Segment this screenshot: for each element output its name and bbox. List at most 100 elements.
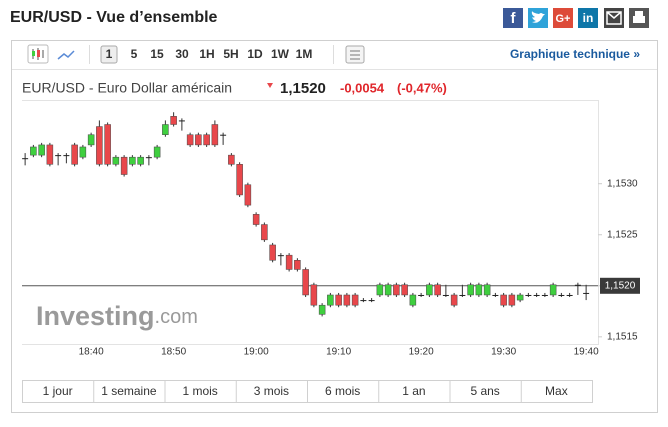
candle-body [583,292,590,294]
period-button[interactable]: Max [545,384,568,398]
candle-body [46,144,54,165]
mail-envelope [606,11,622,25]
y-tick-label: 1,1515 [607,331,638,342]
candle-body [236,164,243,196]
interval-button[interactable]: 1W [271,47,290,61]
candle-body [71,144,78,165]
candle-body [558,294,565,296]
interval-button[interactable]: 1 [106,47,113,61]
x-tick-label: 18:40 [79,347,104,358]
gplus-letter: G+ [556,13,571,25]
y-tick-label: 1,1530 [607,178,638,189]
candle-body [508,294,516,306]
candle-body [343,294,351,306]
gplus-icon[interactable] [553,8,573,28]
candle-body [376,284,384,296]
candle-body [516,294,524,301]
interval-button[interactable]: 1M [296,47,313,61]
interval-selected [100,45,118,64]
linkedin-letter: in [583,11,594,25]
candle-body [252,214,260,225]
facebook-icon[interactable] [503,8,523,28]
period-button[interactable]: 6 mois [325,384,360,398]
candle-body [30,146,37,156]
watermark: Investing.com [36,301,198,331]
x-tick-label: 18:50 [161,347,186,358]
candle-body [335,294,342,306]
candle-body [467,284,474,296]
interval-button[interactable]: 5H [223,47,238,61]
y-tick-label: 1,1525 [607,229,638,240]
x-tick-label: 19:20 [409,347,434,358]
candle-body [318,304,326,315]
line-view-button[interactable] [57,50,75,60]
candle-body [120,156,128,175]
candle-body [566,294,573,296]
down-arrow [267,83,273,88]
widget-frame [11,40,658,413]
candle-body [63,155,70,157]
interval-button[interactable]: 15 [150,47,164,61]
period-button[interactable]: 1 jour [43,384,73,398]
print-glyph [633,11,645,23]
candle-body [294,260,301,270]
candle-body [418,294,425,296]
last-price-tag [600,277,640,294]
candle-body [393,284,400,296]
candle-body [22,158,29,160]
last-price-label: 1,1520 [605,280,636,291]
toolbar: Graphique technique » [27,44,640,64]
candle-body [327,294,334,306]
candle-body [549,284,557,296]
x-tick-label: 19:30 [491,347,516,358]
candle-body [434,284,441,296]
candle-body [38,144,45,156]
candle-body [195,134,202,146]
period-button[interactable]: 5 ans [470,384,499,398]
candle-body [104,124,111,165]
period-button[interactable]: 3 mois [254,384,289,398]
candle-body [360,300,367,302]
candle-body [409,294,417,306]
candle-body [442,294,449,296]
candle-body [261,224,268,241]
interval-button[interactable]: 1H [199,47,214,61]
candle-body [525,294,532,296]
twitter-bird [531,11,545,23]
candle-body [533,294,540,296]
technical-chart-link[interactable]: Graphique technique » [510,47,640,61]
candle-body [129,156,136,165]
candle-body [55,155,62,157]
quote-name: EUR/USD - Euro Dollar américain [22,80,232,96]
share-bar: f G+ in [503,8,649,28]
interval-button[interactable]: 5 [131,47,138,61]
candle-body [426,284,433,296]
candle-body [475,284,483,296]
candle-body [96,126,103,165]
settings-glyph [350,50,360,60]
candle-body [244,184,252,206]
candle-body [574,284,581,286]
candle-body [145,157,152,159]
period-button[interactable]: 1 semaine [101,384,157,398]
quote-price: 1,1520 [280,80,326,97]
candle-body [459,294,466,296]
interval-button[interactable]: 30 [175,47,189,61]
candle-body [302,269,309,296]
candle-body [269,244,276,261]
x-tick-label: 19:10 [326,347,351,358]
period-button[interactable]: 1 mois [182,384,217,398]
candle-body [186,134,194,146]
interval-button[interactable]: 1D [247,47,263,61]
candle-body [500,294,507,306]
candle-body [228,154,235,165]
candle-body [351,294,359,306]
candle-body [211,124,219,146]
candle-body [170,116,177,125]
candle-view-glyph [37,50,40,57]
candle-view-glyph [32,51,35,56]
period-button[interactable]: 1 an [402,384,425,398]
candle-body [203,134,210,146]
linkedin-icon[interactable] [578,8,598,28]
